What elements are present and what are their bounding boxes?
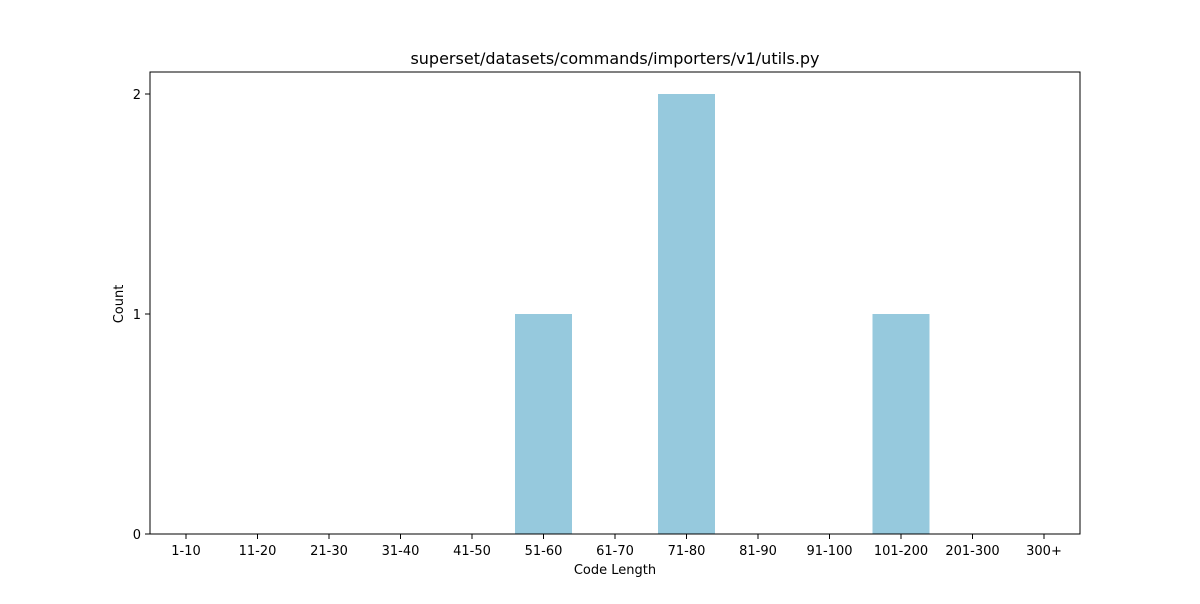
x-ticks: 1-10 11-20 21-30 31-40 41-50 51-60 61-70 71-80 8… xyxy=(171,534,1062,559)
x-tick-label: 201-300 xyxy=(945,544,999,559)
x-tick-label: 1-10 xyxy=(171,544,201,559)
x-tick-label: 31-40 xyxy=(382,544,420,559)
x-tick-label: 81-90 xyxy=(739,544,777,559)
bars-layer xyxy=(515,94,930,534)
x-axis-label: Code Length xyxy=(574,563,656,578)
x-tick-label: 21-30 xyxy=(310,544,348,559)
y-tick-label: 2 xyxy=(133,88,141,103)
x-tick-label: 61-70 xyxy=(596,544,634,559)
x-tick-label: 41-50 xyxy=(453,544,491,559)
y-ticks: 0 1 2 xyxy=(133,88,150,543)
bar-101-200 xyxy=(872,314,930,534)
x-tick-label: 91-100 xyxy=(806,544,852,559)
x-tick-label: 101-200 xyxy=(874,544,928,559)
x-tick-label: 11-20 xyxy=(239,544,277,559)
x-tick-label: 71-80 xyxy=(668,544,706,559)
y-tick-label: 1 xyxy=(133,308,141,323)
y-axis-label: Count xyxy=(112,285,127,324)
plot-frame xyxy=(149,71,1081,535)
y-tick-label: 0 xyxy=(133,528,141,543)
bar-51-60 xyxy=(515,314,572,534)
x-tick-label: 51-60 xyxy=(525,544,563,559)
x-tick-label: 300+ xyxy=(1026,544,1062,559)
bar-71-80 xyxy=(658,94,715,534)
chart-title: superset/datasets/commands/importers/v1/… xyxy=(410,49,819,68)
